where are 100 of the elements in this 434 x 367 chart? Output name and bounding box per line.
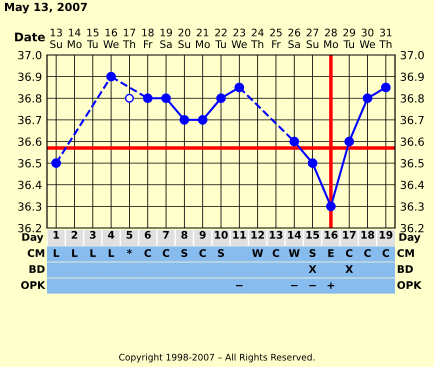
x2-tick-label: 3: [90, 230, 96, 239]
point: [234, 82, 244, 92]
y-tick-label: 36.5: [18, 159, 42, 168]
text: −: [291, 285, 298, 286]
point: [161, 93, 171, 104]
y-tick-label: 36.3: [18, 202, 42, 211]
x-tick-label: 16 We: [103, 28, 119, 48]
x-axis-title: Date: [15, 32, 45, 42]
x2-tick-label: 5: [126, 231, 132, 239]
x-tick-label: 20 Su: [178, 28, 190, 48]
x2-tick-label: 4: [108, 231, 114, 239]
x2-tick-label: 6: [144, 230, 151, 239]
text: X: [308, 265, 316, 273]
y2-tick-label: 36.8: [400, 94, 424, 103]
x-tick-label: 30 We: [360, 28, 376, 48]
text: X: [345, 265, 354, 273]
x-tick-label: 21 Mo: [196, 28, 210, 48]
x-tick-label: 29 Tu: [343, 28, 356, 48]
text: C: [272, 249, 280, 258]
y-tick-label: 36.9: [18, 72, 42, 82]
x-tick-label: 31 Th: [379, 28, 392, 48]
text: OPK: [21, 281, 46, 290]
point: [198, 115, 208, 125]
x2-tick-label: 9: [200, 230, 206, 239]
x2-tick-label: 10: [214, 230, 228, 239]
text: C: [162, 249, 170, 258]
text: E: [328, 249, 334, 257]
text: W: [252, 249, 264, 257]
x2-tick-label: 17: [343, 231, 356, 239]
point: [124, 94, 134, 103]
point: [216, 93, 226, 104]
point: [362, 93, 372, 104]
y2-tick-label: 36.3: [400, 202, 424, 211]
text: *: [126, 249, 132, 254]
x2-tick-label: 12: [252, 230, 264, 239]
text: −: [236, 285, 243, 286]
y2-tick-label: 36.4: [400, 180, 424, 190]
text: C: [364, 249, 371, 258]
text: −: [309, 285, 316, 286]
x-tick-label: 28 Mo: [324, 28, 338, 48]
text: L: [72, 249, 78, 257]
x2-tick-label: 13: [270, 230, 282, 239]
x-tick-label: 24 Th: [251, 28, 264, 48]
point: [106, 72, 116, 82]
text: C: [346, 249, 352, 258]
x-tick-label: 23 We: [232, 28, 247, 48]
point: [180, 115, 190, 125]
point: [380, 82, 391, 92]
y2-tick-label: 36.9: [400, 72, 424, 82]
x-tick-label: 15 Tu: [87, 28, 99, 48]
x2-axis-title: Day: [22, 233, 44, 244]
x2-tick-label: 18: [361, 230, 374, 239]
x2-tick-label: 1: [54, 231, 60, 239]
x-tick-label: 27 Su: [306, 28, 318, 48]
text: C: [144, 249, 151, 258]
text: C: [382, 249, 389, 258]
x-tick-label: 18 Fr: [142, 28, 154, 48]
y2-tick-label: 36.6: [400, 137, 424, 146]
x-tick-label: 17 Th: [122, 28, 136, 48]
text: +: [328, 282, 334, 289]
y2-tick-label: 36.7: [400, 116, 424, 124]
x2-tick-label: 14: [288, 231, 302, 239]
chart-title: May 13, 2007: [5, 2, 87, 14]
x2-tick-label: 15: [306, 231, 320, 239]
y2-tick-label: 36.2: [400, 224, 424, 232]
point: [51, 158, 62, 168]
text: L: [54, 249, 60, 257]
text: W: [288, 249, 300, 257]
y-tick-label: 36.8: [18, 94, 42, 103]
x-tick-label: 22 Tu: [215, 28, 227, 48]
text: L: [108, 249, 114, 257]
x2-tick-label: 16: [324, 230, 338, 239]
y-tick-label: 36.7: [18, 116, 42, 124]
x2-tick-label: 8: [181, 230, 188, 239]
y2-tick-label: 36.5: [400, 159, 424, 168]
text: OPK: [397, 281, 422, 290]
point: [326, 202, 336, 212]
text: Copyright 1998-2007 – All Rights Reserved.: [119, 354, 314, 362]
x-tick-label: 14 Mo: [68, 28, 82, 48]
x2-tick-label: 11: [233, 231, 246, 239]
point: [308, 158, 318, 168]
x2-tick-label: 19: [380, 230, 392, 239]
x-tick-label: 26 Sa: [288, 28, 300, 48]
text: BD: [398, 265, 413, 273]
y-tick-label: 37.0: [18, 50, 42, 60]
y-tick-label: 36.4: [18, 180, 42, 190]
y-tick-label: 36.2: [18, 224, 42, 232]
x-tick-label: 25 Fr: [270, 28, 282, 48]
y-tick-label: 36.6: [18, 137, 42, 146]
x-tick-label: 13 Su: [50, 28, 62, 48]
text: S: [218, 249, 224, 258]
point: [344, 136, 354, 146]
point: [289, 136, 300, 146]
text: BD: [30, 265, 45, 273]
text: L: [90, 249, 96, 257]
x-tick-label: 19 Sa: [160, 28, 172, 48]
point: [142, 93, 153, 104]
text: CM: [28, 249, 44, 258]
text: S: [181, 249, 188, 258]
y2-tick-label: 37.0: [400, 50, 424, 60]
